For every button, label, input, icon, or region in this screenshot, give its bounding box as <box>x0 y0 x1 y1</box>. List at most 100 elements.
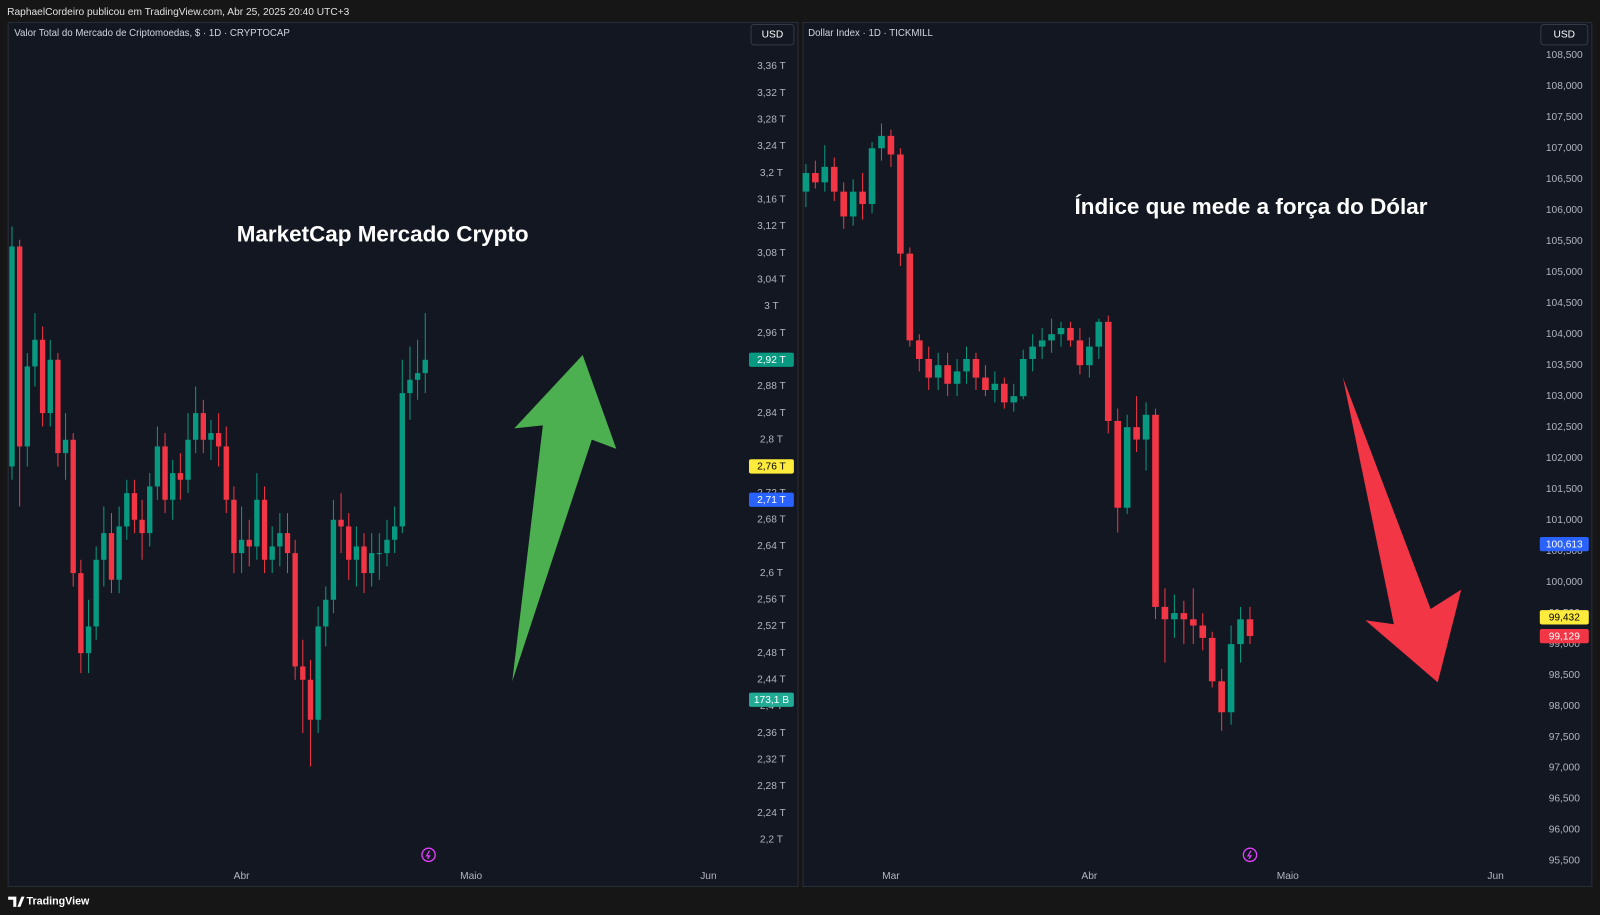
y-tick-label: 100,500 <box>1546 546 1583 557</box>
y-tick-label: 99,000 <box>1549 639 1580 650</box>
y-tick-label: 96,000 <box>1549 825 1580 836</box>
candle-body <box>70 439 76 574</box>
annotation: MarketCap Mercado Crypto <box>237 222 529 247</box>
candle-body <box>1019 358 1027 397</box>
candle-body <box>1218 681 1225 713</box>
candle-body <box>1095 321 1103 347</box>
candle-body <box>277 533 283 547</box>
y-tick-label: 107,500 <box>1546 112 1583 123</box>
candle-body <box>32 339 38 367</box>
candle-body <box>868 148 876 205</box>
y-tick-label: 98,500 <box>1549 670 1580 681</box>
x-tick-label: Abr <box>234 871 250 882</box>
candle-body <box>1133 427 1140 440</box>
candle-body <box>934 365 942 378</box>
y-tick-label: 2,52 T <box>757 621 786 632</box>
candle-body <box>170 473 176 500</box>
y-tick-label: 101,500 <box>1546 484 1583 495</box>
candle-body <box>369 553 375 574</box>
candle-body <box>24 366 30 447</box>
candle-body <box>1001 383 1008 403</box>
currency-label: USD <box>1554 29 1576 40</box>
y-tick-label: 97,000 <box>1549 763 1580 774</box>
header-text: RaphaelCordeiro publicou em TradingView.… <box>7 7 350 18</box>
candle-body <box>821 166 829 183</box>
logo <box>8 896 25 907</box>
candle-body <box>231 499 237 554</box>
candle-body <box>384 539 390 554</box>
price-badge <box>748 352 794 367</box>
price-badge-label: 2,71 T <box>757 495 786 506</box>
y-tick-label: 108,000 <box>1546 81 1583 92</box>
candle-body <box>887 135 895 155</box>
candle-body <box>812 173 819 183</box>
candle-body <box>915 340 923 359</box>
candle-body <box>1067 328 1074 341</box>
footer-brand: TradingView <box>27 896 91 908</box>
candle-body <box>376 553 383 555</box>
candle-body <box>878 135 885 149</box>
y-tick-label: 2,2 T <box>760 834 783 845</box>
candles <box>9 226 428 767</box>
candle-body <box>1189 619 1197 626</box>
candle-body <box>1076 340 1084 366</box>
y-tick-label: 2,96 T <box>757 328 786 339</box>
price-badge-label: 99,432 <box>1549 613 1580 624</box>
candle-body <box>9 246 15 467</box>
y-tick-label: 103,500 <box>1546 360 1583 371</box>
candles <box>802 123 1254 731</box>
candle-body <box>407 379 413 394</box>
candle-body <box>1086 346 1093 366</box>
y-tick-label: 102,500 <box>1546 422 1583 433</box>
price-badge <box>1539 628 1589 644</box>
candle-body <box>1114 420 1122 508</box>
candle-body <box>897 154 904 254</box>
candle-body <box>1010 396 1018 403</box>
y-tick-label: 106,000 <box>1546 205 1583 216</box>
candle-body <box>830 166 838 192</box>
y-tick-label: 2,36 T <box>757 728 786 739</box>
price-badge <box>1539 536 1589 552</box>
pane-title: Dollar Index · 1D · TICKMILL <box>808 28 933 39</box>
y-tick-label: 3 T <box>764 301 779 312</box>
y-tick-label: 107,000 <box>1546 143 1583 154</box>
x-tick-label: Jun <box>700 871 716 882</box>
y-tick-label: 2,56 T <box>757 594 786 605</box>
currency-button[interactable] <box>1540 23 1589 46</box>
y-tick-label: 3,08 T <box>757 248 786 259</box>
candle-body <box>906 253 914 341</box>
x-tick-label: Jun <box>1487 871 1503 882</box>
candle-body <box>361 546 367 574</box>
currency-button[interactable] <box>750 23 795 46</box>
price-badge-label: 100,613 <box>1546 539 1583 550</box>
y-tick-label: 3,16 T <box>757 194 786 205</box>
candle-body <box>315 626 321 720</box>
candle-body <box>284 533 291 554</box>
y-tick-label: 3,32 T <box>757 88 786 99</box>
candle-body <box>925 358 933 378</box>
candle-body <box>47 359 53 414</box>
candle-body <box>1208 637 1216 682</box>
icon <box>421 847 1258 863</box>
y-tick-label: 2,88 T <box>757 381 786 392</box>
candle-body <box>391 526 398 540</box>
x-tick-label: Abr <box>1081 871 1097 882</box>
y-tick-label: 96,500 <box>1549 794 1580 805</box>
price-badge <box>748 692 794 707</box>
candle-body <box>93 559 99 627</box>
y-tick-label: 2,28 T <box>757 781 786 792</box>
candle-body <box>1142 414 1150 440</box>
candle-body <box>238 539 245 554</box>
up-arrow <box>512 354 617 682</box>
price-badge-label: 173,1 B <box>754 695 789 706</box>
y-tick-label: 101,000 <box>1546 515 1583 526</box>
y-tick-label: 105,000 <box>1546 267 1583 278</box>
candle-body <box>849 191 857 217</box>
price-badge-label: 2,76 T <box>757 462 786 473</box>
x-tick-label: Maio <box>460 871 482 882</box>
candle-body <box>292 553 298 667</box>
y-tick-label: 2,6 T <box>760 568 783 579</box>
y-tick-label: 3,04 T <box>757 274 786 285</box>
candle-body <box>85 626 92 654</box>
